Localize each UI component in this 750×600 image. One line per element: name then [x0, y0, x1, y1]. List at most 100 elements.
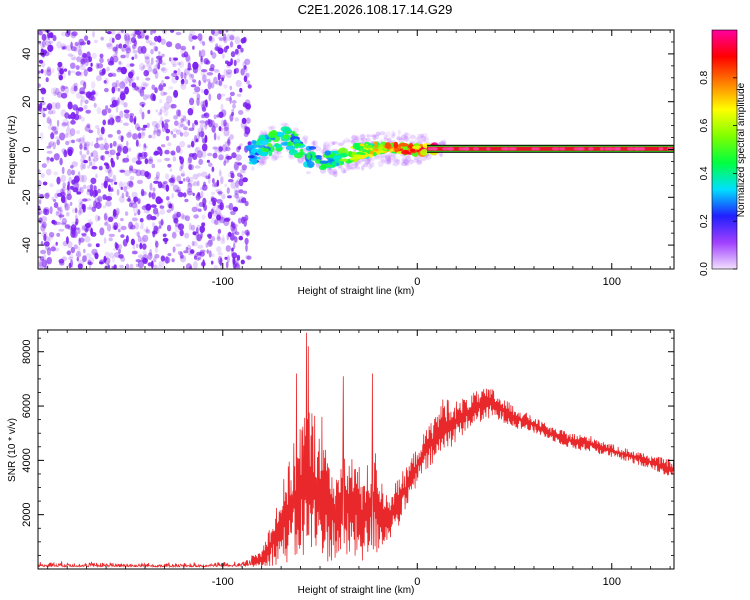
noise-blob — [217, 252, 223, 256]
track-band-core — [426, 146, 674, 151]
noise-blob — [157, 62, 161, 70]
noise-blob — [212, 152, 218, 159]
track-halo-blob — [440, 139, 447, 145]
noise-blob — [180, 254, 185, 259]
noise-blob — [233, 163, 239, 172]
noise-blob — [57, 61, 63, 68]
noise-blob — [69, 185, 74, 190]
noise-blob — [41, 163, 47, 169]
noise-blob — [51, 126, 57, 131]
noise-blob — [135, 206, 139, 215]
noise-blob — [117, 145, 122, 154]
noise-blob — [46, 145, 52, 149]
noise-blob — [105, 215, 110, 224]
noise-blob — [67, 184, 70, 191]
noise-blob — [209, 67, 215, 72]
snr-xtick-label: 100 — [603, 576, 621, 588]
track-halo-blob — [391, 130, 395, 137]
noise-blob — [144, 56, 150, 60]
noise-blob — [59, 132, 66, 141]
track-core-blob — [280, 126, 290, 132]
noise-blob — [112, 247, 119, 251]
track-halo-blob — [354, 166, 361, 170]
noise-blob — [226, 139, 231, 147]
noise-blob — [148, 191, 152, 199]
noise-blob — [71, 84, 77, 92]
noise-blob — [142, 94, 148, 101]
track-core-blob — [318, 165, 327, 171]
track-halo-blob — [387, 159, 392, 163]
noise-blob — [76, 56, 82, 63]
noise-blob — [74, 221, 78, 226]
noise-blob — [101, 109, 108, 116]
snr-frame — [37, 329, 675, 570]
noise-blob — [48, 236, 52, 242]
noise-blob — [69, 253, 74, 259]
noise-blob — [177, 191, 184, 198]
noise-blob — [216, 114, 220, 118]
noise-blob — [247, 141, 252, 146]
noise-blob — [218, 111, 224, 119]
noise-blob — [80, 58, 86, 65]
noise-blob — [213, 132, 217, 141]
noise-blob — [120, 217, 124, 222]
track-halo-blob — [351, 138, 359, 145]
track-halo-blob — [332, 141, 339, 145]
noise-blob — [165, 173, 170, 180]
noise-blob — [136, 198, 140, 204]
noise-blob — [112, 208, 117, 217]
noise-blob — [135, 259, 141, 263]
track-peak — [599, 147, 605, 151]
noise-blob — [186, 56, 192, 65]
noise-blob — [38, 103, 42, 111]
track-halo-blob — [400, 134, 408, 140]
noise-blob — [115, 104, 119, 113]
noise-blob — [93, 102, 97, 108]
noise-blob — [232, 256, 236, 265]
noise-blob — [64, 224, 71, 230]
track-halo-blob — [377, 155, 382, 161]
noise-blob — [67, 70, 71, 76]
noise-blob — [133, 33, 137, 38]
noise-blob — [208, 239, 213, 246]
noise-blob — [109, 188, 114, 192]
noise-blob — [83, 248, 86, 254]
noise-blob — [60, 188, 65, 195]
noise-blob — [64, 133, 69, 139]
noise-blob — [53, 153, 60, 161]
noise-blob — [120, 54, 126, 59]
track-halo-blob — [416, 159, 423, 164]
noise-blob — [198, 50, 202, 58]
noise-blob — [217, 135, 221, 141]
noise-blob — [180, 118, 184, 123]
noise-blob — [216, 212, 223, 221]
track-core-blob — [258, 134, 266, 141]
noise-blob — [125, 112, 130, 120]
noise-blob — [125, 191, 129, 198]
track-halo-blob — [386, 156, 391, 162]
noise-blob — [186, 188, 193, 193]
noise-blob — [166, 209, 172, 213]
noise-blob — [68, 176, 72, 183]
noise-blob — [51, 87, 55, 95]
track-core-blob — [268, 131, 277, 138]
noise-blob — [177, 250, 183, 255]
noise-blob — [154, 87, 158, 94]
track-halo-blob — [396, 159, 401, 165]
noise-blob — [189, 30, 196, 36]
noise-blob — [113, 264, 117, 269]
noise-blob — [86, 123, 91, 128]
noise-blob — [142, 64, 146, 70]
noise-blob — [188, 127, 195, 132]
noise-blob — [90, 141, 94, 147]
track-halo-blob — [393, 159, 400, 163]
noise-blob — [82, 255, 87, 263]
noise-blob — [40, 69, 44, 74]
noise-blob — [179, 229, 184, 237]
noise-blob — [136, 30, 140, 37]
noise-blob — [142, 243, 147, 250]
noise-blob — [38, 185, 41, 190]
noise-blob — [119, 110, 124, 119]
noise-blob — [55, 241, 58, 246]
noise-blob — [40, 87, 46, 93]
